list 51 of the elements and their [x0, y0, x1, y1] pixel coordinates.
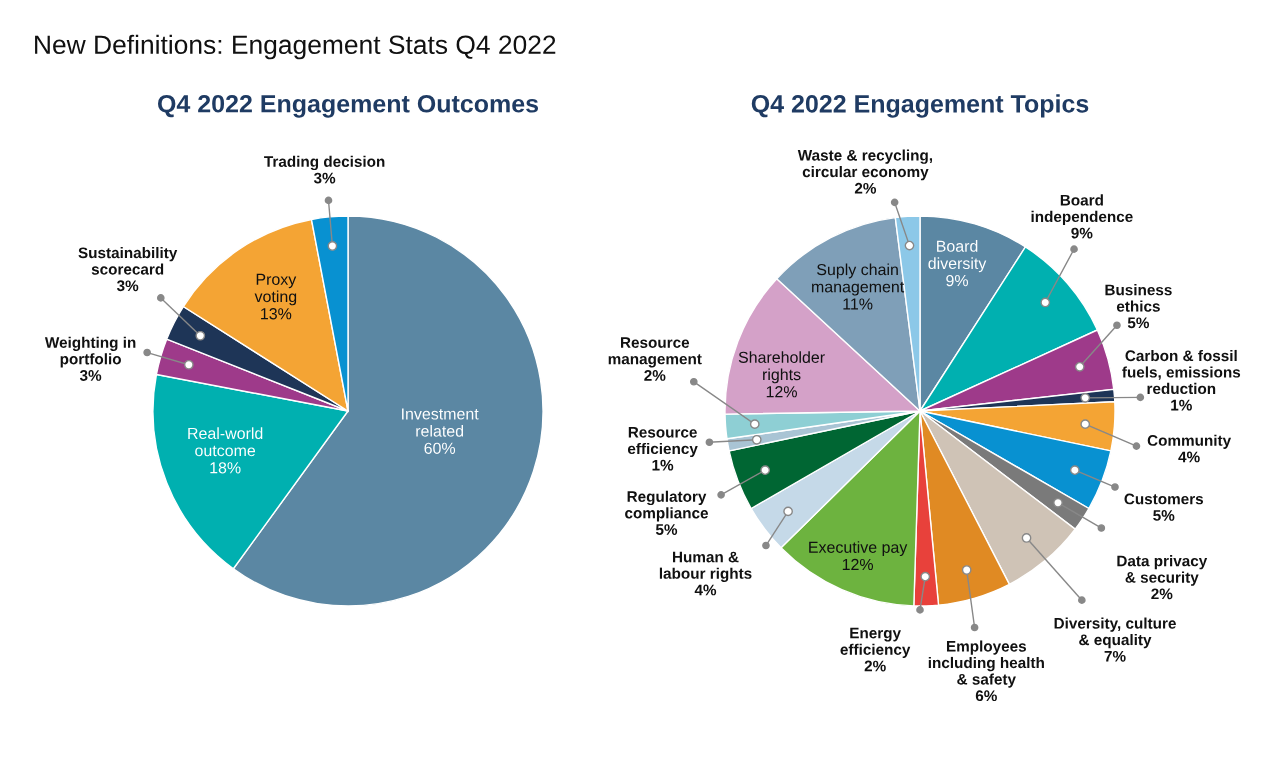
slice-label: Trading decision	[264, 155, 385, 171]
slice-label: Board independence	[1031, 194, 1133, 226]
slice-label: Resource efficiency	[627, 426, 698, 458]
data-label: 2%	[864, 660, 886, 672]
data-label: 7%	[1104, 650, 1126, 662]
data-label: 1%	[652, 459, 674, 471]
data-label: 6%	[975, 690, 997, 702]
data-label: 9%	[946, 274, 969, 287]
slice-label: Carbon & fossil fuels, emissions reduction	[1122, 349, 1241, 395]
slice-label: Human & labour rights	[659, 551, 752, 582]
data-label: 5%	[1153, 510, 1175, 521]
data-label: 18%	[210, 462, 241, 474]
slice-label: Employees including health & safety	[928, 640, 1044, 688]
slice-label: Energy efficiency	[840, 627, 911, 658]
slice-label: Weighting in portfolio	[44, 336, 136, 368]
text: New Definitions: Engagement Stats Q4 2022	[35, 34, 556, 60]
data-label: 3%	[116, 280, 139, 292]
slice-label: Regulatory compliance	[625, 490, 709, 522]
slice-label: Data privacy & security	[1117, 555, 1208, 586]
data-label: 5%	[1127, 317, 1150, 329]
slice-label: Resource management	[608, 337, 702, 368]
data-label: 12%	[766, 386, 797, 398]
data-label: 12%	[842, 558, 874, 571]
slice-label: Sustainability scorecard	[78, 247, 178, 275]
chart-title: Q4 2022 Engagement Outcomes	[158, 94, 539, 118]
slice-label: Community	[1147, 434, 1232, 449]
slice-label: Suply chain management	[812, 263, 905, 296]
slice-label: Investment related	[402, 408, 479, 437]
slice-label: Shareholder rights	[738, 351, 825, 384]
data-label: 2%	[854, 182, 877, 194]
data-label: 5%	[655, 524, 678, 535]
data-label: 4%	[1178, 451, 1200, 463]
data-label: 1%	[1171, 399, 1192, 411]
slice-label: Executive pay	[809, 541, 908, 557]
slice-label: Waste & recycling, circular economy	[797, 149, 933, 181]
slice-label: Business ethics	[1105, 284, 1172, 312]
data-label: 2%	[644, 370, 666, 381]
data-label: 9%	[1071, 227, 1093, 239]
slice-label: Real-world outcome	[188, 427, 263, 457]
data-label: 13%	[261, 308, 292, 320]
data-label: 3%	[313, 172, 336, 184]
slice-label: Proxy voting	[254, 273, 297, 306]
slice-label: Diversity, culture & equality	[1054, 617, 1176, 649]
slice-label: Customers	[1124, 493, 1204, 505]
data-label: 2%	[1151, 588, 1173, 600]
slice-label: Board diversity	[928, 240, 987, 273]
data-label: 11%	[843, 298, 873, 310]
data-label: 60%	[424, 442, 456, 454]
data-label: 3%	[79, 370, 102, 381]
data-label: 4%	[694, 584, 717, 596]
chart-title: Q4 2022 Engagement Topics	[751, 94, 1089, 118]
